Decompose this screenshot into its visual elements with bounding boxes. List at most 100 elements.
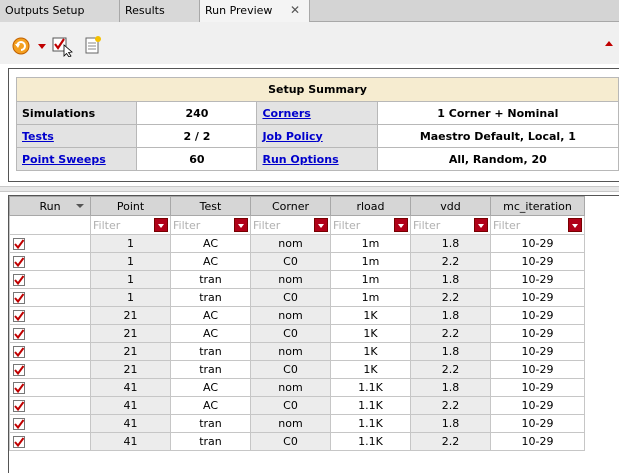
run-checkbox[interactable] [9,270,91,289]
cell-vdd: 2.2 [410,324,491,343]
filter-cell-point[interactable]: Filter [90,215,171,235]
run-checkbox[interactable] [9,414,91,433]
checkbox-checked-icon[interactable] [13,238,25,250]
table-row[interactable]: 21 AC nom 1K 1.8 10-29 [9,306,585,325]
table-row[interactable]: 1 tran nom 1m 1.8 10-29 [9,270,585,289]
filter-placeholder: Filter [493,218,521,232]
sort-arrow-icon[interactable] [76,204,84,208]
checkbox-checked-icon[interactable] [13,346,25,358]
run-preview-grid-panel: Run Point Test Corner rload vdd mc_itera… [8,195,619,473]
tests-link[interactable]: Tests [22,129,54,143]
column-header-run[interactable]: Run [9,196,91,216]
notes-icon[interactable] [84,35,102,55]
filter-dropdown-icon[interactable] [568,218,582,232]
close-icon[interactable]: ✕ [289,3,300,17]
table-row[interactable]: 41 tran nom 1.1K 1.8 10-29 [9,414,585,433]
column-header-rload[interactable]: rload [330,196,411,216]
cell-point: 41 [90,432,171,451]
panel-splitter[interactable] [0,186,619,192]
table-row[interactable]: 1 AC C0 1m 2.2 10-29 [9,252,585,271]
setup-summary-panel: Setup Summary Simulations 240 Corners 1 … [8,68,619,182]
filter-placeholder: Filter [253,218,281,232]
cell-vdd: 2.2 [410,360,491,379]
filter-cell-vdd[interactable]: Filter [410,215,491,235]
column-header-point[interactable]: Point [90,196,171,216]
run-checkbox[interactable] [9,432,91,451]
filter-row: Filter Filter Filter Filter Filter Filte… [9,215,585,235]
table-row[interactable]: 21 tran nom 1K 1.8 10-29 [9,342,585,361]
run-checkbox[interactable] [9,360,91,379]
run-checkbox[interactable] [9,234,91,253]
cell-rload: 1m [330,270,411,289]
filter-dropdown-icon[interactable] [154,218,168,232]
tab-outputs-setup[interactable]: Outputs Setup [0,0,120,22]
undo-icon[interactable] [12,37,30,55]
job-policy-link[interactable]: Job Policy [262,129,323,143]
header-row: Run Point Test Corner rload vdd mc_itera… [9,196,585,216]
run-checkbox[interactable] [9,396,91,415]
run-checkbox[interactable] [9,342,91,361]
cell-vdd: 2.2 [410,288,491,307]
checkbox-checked-icon[interactable] [13,256,25,268]
cell-vdd: 1.8 [410,342,491,361]
run-checkbox[interactable] [9,288,91,307]
cell-rload: 1K [330,324,411,343]
run-checkbox[interactable] [9,252,91,271]
filter-dropdown-icon[interactable] [314,218,328,232]
column-header-corner[interactable]: Corner [250,196,331,216]
corners-link[interactable]: Corners [262,106,311,120]
filter-cell-mc-iteration[interactable]: Filter [490,215,585,235]
dropdown-arrow-icon[interactable] [38,44,46,50]
cell-point: 41 [90,414,171,433]
cell-point: 1 [90,288,171,307]
checkbox-checked-icon[interactable] [13,400,25,412]
filter-dropdown-icon[interactable] [474,218,488,232]
cell-corner: C0 [250,252,331,271]
filter-cell-test[interactable]: Filter [170,215,251,235]
cell-mc-iteration: 10-29 [490,234,585,253]
cell-vdd: 1.8 [410,306,491,325]
run-options-link[interactable]: Run Options [262,152,339,166]
table-row[interactable]: 41 tran C0 1.1K 2.2 10-29 [9,432,585,451]
cell-corner: C0 [250,288,331,307]
checkbox-checked-icon[interactable] [13,328,25,340]
cell-rload: 1m [330,252,411,271]
checkbox-checked-icon[interactable] [13,274,25,286]
checkbox-checked-icon[interactable] [13,436,25,448]
cell-test: tran [170,360,251,379]
checkbox-checked-icon[interactable] [13,382,25,394]
tab-results[interactable]: Results [120,0,200,22]
table-row[interactable]: 1 tran C0 1m 2.2 10-29 [9,288,585,307]
table-row[interactable]: 21 AC C0 1K 2.2 10-29 [9,324,585,343]
select-checked-icon[interactable] [52,35,74,57]
table-row[interactable]: 41 AC C0 1.1K 2.2 10-29 [9,396,585,415]
filter-cell-rload[interactable]: Filter [330,215,411,235]
cell-test: AC [170,378,251,397]
cell-mc-iteration: 10-29 [490,270,585,289]
table-row[interactable]: 21 tran C0 1K 2.2 10-29 [9,360,585,379]
checkbox-checked-icon[interactable] [13,418,25,430]
point-sweeps-link[interactable]: Point Sweeps [22,152,106,166]
filter-dropdown-icon[interactable] [234,218,248,232]
table-row[interactable]: 41 AC nom 1.1K 1.8 10-29 [9,378,585,397]
table-row[interactable]: 1 AC nom 1m 1.8 10-29 [9,234,585,253]
filter-dropdown-icon[interactable] [394,218,408,232]
run-checkbox[interactable] [9,378,91,397]
checkbox-checked-icon[interactable] [13,364,25,376]
column-header-test[interactable]: Test [170,196,251,216]
collapse-up-icon[interactable] [605,41,613,46]
checkbox-checked-icon[interactable] [13,310,25,322]
run-checkbox[interactable] [9,324,91,343]
checkbox-checked-icon[interactable] [13,292,25,304]
tab-label: Outputs Setup [5,4,85,17]
column-label: mc_iteration [503,199,572,213]
setup-summary-table: Setup Summary Simulations 240 Corners 1 … [15,77,619,171]
tab-run-preview[interactable]: Run Preview ✕ [200,0,310,23]
column-header-mc-iteration[interactable]: mc_iteration [490,196,585,216]
filter-cell-corner[interactable]: Filter [250,215,331,235]
cell-vdd: 1.8 [410,414,491,433]
cell-mc-iteration: 10-29 [490,324,585,343]
column-header-vdd[interactable]: vdd [410,196,491,216]
run-checkbox[interactable] [9,306,91,325]
summary-value-run-options: All, Random, 20 [376,147,619,171]
